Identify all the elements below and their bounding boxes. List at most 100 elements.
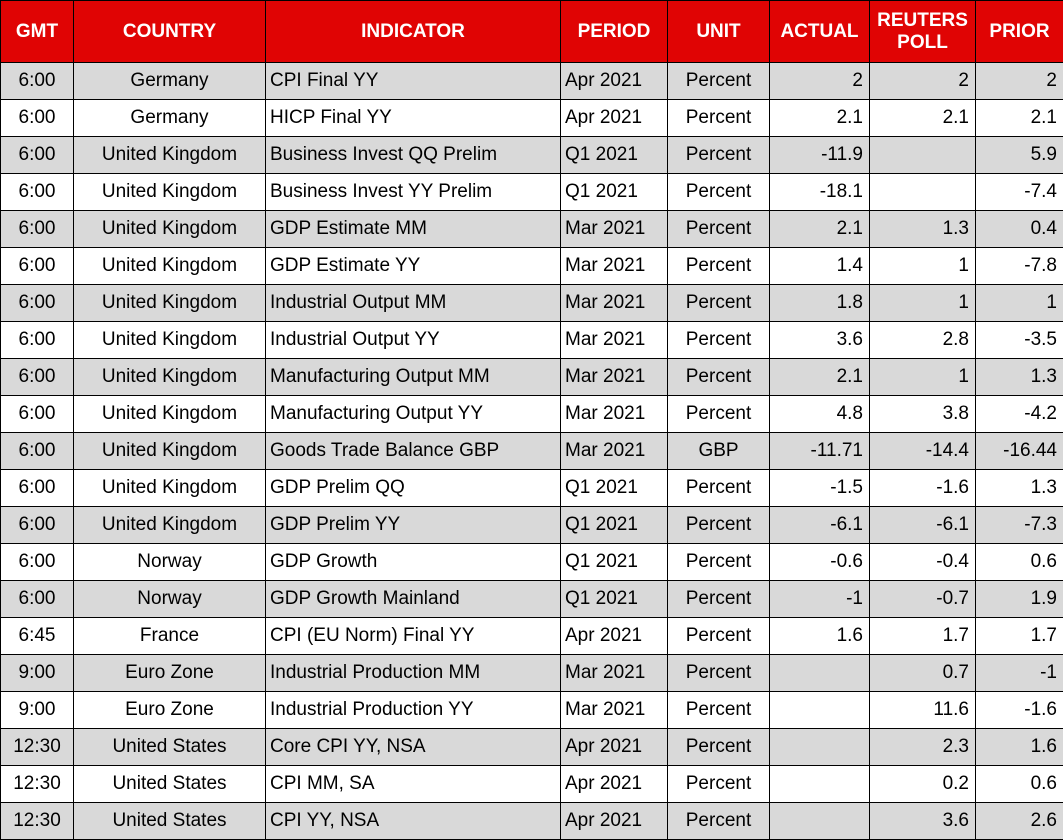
table-cell-gmt: 6:00 bbox=[1, 544, 74, 581]
table-cell-period: Q1 2021 bbox=[561, 507, 668, 544]
table-cell-actual bbox=[770, 692, 870, 729]
table-cell-actual: 4.8 bbox=[770, 396, 870, 433]
table-cell-period: Mar 2021 bbox=[561, 359, 668, 396]
table-cell-gmt: 6:00 bbox=[1, 433, 74, 470]
table-cell-country: United States bbox=[74, 766, 266, 803]
table-cell-actual: -11.9 bbox=[770, 137, 870, 174]
table-cell-prior: -7.8 bbox=[976, 248, 1063, 285]
table-cell-actual: 2.1 bbox=[770, 211, 870, 248]
table-cell-indicator: CPI YY, NSA bbox=[266, 803, 561, 840]
table-cell-actual: 2.1 bbox=[770, 359, 870, 396]
table-cell-unit: Percent bbox=[668, 285, 770, 322]
table-cell-indicator: HICP Final YY bbox=[266, 100, 561, 137]
table-cell-indicator: GDP Growth bbox=[266, 544, 561, 581]
table-cell-reuters_poll: -1.6 bbox=[870, 470, 976, 507]
table-cell-unit: Percent bbox=[668, 174, 770, 211]
table-cell-gmt: 6:00 bbox=[1, 100, 74, 137]
table-cell-prior: 1.3 bbox=[976, 359, 1063, 396]
table-cell-gmt: 9:00 bbox=[1, 655, 74, 692]
table-cell-prior: -1.6 bbox=[976, 692, 1063, 729]
table-cell-actual: 1.4 bbox=[770, 248, 870, 285]
table-cell-unit: Percent bbox=[668, 803, 770, 840]
table-cell-indicator: Industrial Production YY bbox=[266, 692, 561, 729]
table-cell-unit: Percent bbox=[668, 766, 770, 803]
table-cell-actual: -1 bbox=[770, 581, 870, 618]
table-cell-country: United States bbox=[74, 803, 266, 840]
table-cell-indicator: Manufacturing Output YY bbox=[266, 396, 561, 433]
table-cell-gmt: 9:00 bbox=[1, 692, 74, 729]
table-cell-unit: Percent bbox=[668, 100, 770, 137]
table-cell-gmt: 6:00 bbox=[1, 174, 74, 211]
table-cell-prior: -3.5 bbox=[976, 322, 1063, 359]
table-cell-indicator: GDP Prelim QQ bbox=[266, 470, 561, 507]
column-header-country: COUNTRY bbox=[74, 1, 266, 63]
table-cell-unit: Percent bbox=[668, 544, 770, 581]
table-cell-prior: 1.6 bbox=[976, 729, 1063, 766]
table-cell-gmt: 6:00 bbox=[1, 248, 74, 285]
table-cell-actual: 1.8 bbox=[770, 285, 870, 322]
table-cell-period: Apr 2021 bbox=[561, 803, 668, 840]
table-cell-period: Mar 2021 bbox=[561, 655, 668, 692]
table-cell-actual bbox=[770, 803, 870, 840]
table-cell-country: United Kingdom bbox=[74, 507, 266, 544]
column-header-indicator: INDICATOR bbox=[266, 1, 561, 63]
table-cell-actual: 2 bbox=[770, 63, 870, 100]
table-cell-prior: -16.44 bbox=[976, 433, 1063, 470]
table-cell-indicator: CPI Final YY bbox=[266, 63, 561, 100]
table-cell-indicator: CPI (EU Norm) Final YY bbox=[266, 618, 561, 655]
table-cell-actual: -11.71 bbox=[770, 433, 870, 470]
table-cell-country: United States bbox=[74, 729, 266, 766]
table-cell-period: Q1 2021 bbox=[561, 470, 668, 507]
table-cell-reuters_poll bbox=[870, 174, 976, 211]
table-cell-reuters_poll: -0.4 bbox=[870, 544, 976, 581]
table-cell-period: Apr 2021 bbox=[561, 100, 668, 137]
table-cell-prior: -4.2 bbox=[976, 396, 1063, 433]
table-cell-gmt: 6:00 bbox=[1, 211, 74, 248]
table-cell-unit: Percent bbox=[668, 581, 770, 618]
table-cell-country: United Kingdom bbox=[74, 174, 266, 211]
table-cell-reuters_poll: 1.7 bbox=[870, 618, 976, 655]
table-cell-prior: 0.4 bbox=[976, 211, 1063, 248]
table-cell-prior: 2.1 bbox=[976, 100, 1063, 137]
table-cell-reuters_poll: 2.1 bbox=[870, 100, 976, 137]
table-cell-period: Mar 2021 bbox=[561, 433, 668, 470]
table-cell-prior: 1.7 bbox=[976, 618, 1063, 655]
table-cell-indicator: Core CPI YY, NSA bbox=[266, 729, 561, 766]
table-cell-unit: Percent bbox=[668, 507, 770, 544]
table-cell-unit: Percent bbox=[668, 729, 770, 766]
table-cell-unit: Percent bbox=[668, 63, 770, 100]
table-cell-country: Norway bbox=[74, 544, 266, 581]
table-cell-prior: 1.3 bbox=[976, 470, 1063, 507]
table-cell-prior: 5.9 bbox=[976, 137, 1063, 174]
table-cell-country: United Kingdom bbox=[74, 433, 266, 470]
table-cell-gmt: 6:00 bbox=[1, 581, 74, 618]
table-cell-prior: 1 bbox=[976, 285, 1063, 322]
table-cell-reuters_poll: 2.3 bbox=[870, 729, 976, 766]
header-row: GMT COUNTRY INDICATOR PERIOD UNIT ACTUAL… bbox=[1, 1, 1063, 63]
table-cell-country: United Kingdom bbox=[74, 396, 266, 433]
table-cell-actual bbox=[770, 655, 870, 692]
table-cell-period: Apr 2021 bbox=[561, 618, 668, 655]
table-cell-reuters_poll: 1.3 bbox=[870, 211, 976, 248]
table-cell-unit: Percent bbox=[668, 359, 770, 396]
table-cell-gmt: 12:30 bbox=[1, 766, 74, 803]
table-cell-gmt: 6:00 bbox=[1, 507, 74, 544]
table-cell-reuters_poll: -0.7 bbox=[870, 581, 976, 618]
table-cell-gmt: 6:00 bbox=[1, 137, 74, 174]
